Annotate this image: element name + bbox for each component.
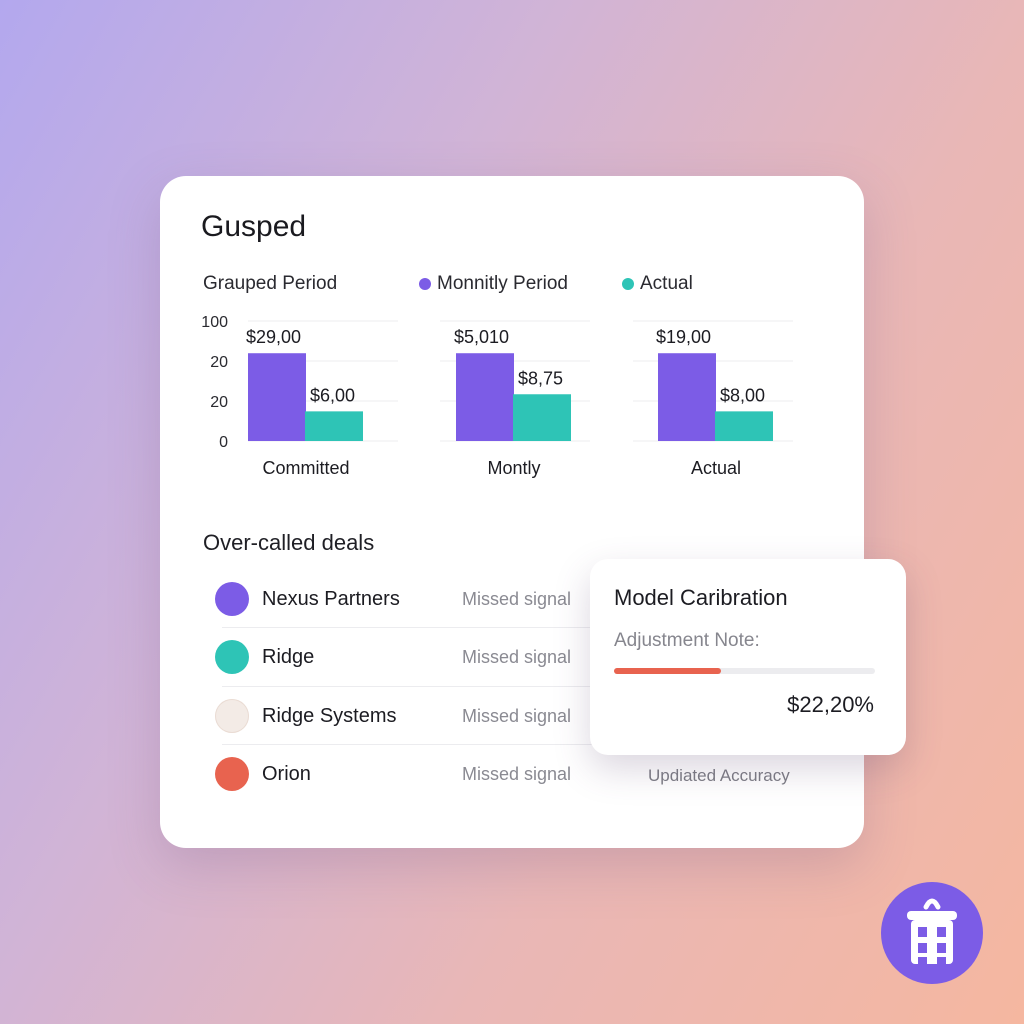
y-tick-label: 100 xyxy=(201,314,228,331)
legend-dot-icon xyxy=(419,278,431,290)
bar[interactable] xyxy=(305,411,363,441)
calibration-value: $22,20% xyxy=(787,692,874,717)
deal-name: Ridge Systems xyxy=(262,704,397,727)
y-tick-label: 0 xyxy=(219,434,228,451)
deal-status: Missed signal xyxy=(462,588,572,609)
bar[interactable] xyxy=(456,353,514,441)
divider xyxy=(222,744,602,745)
page-title: Gusped xyxy=(201,210,307,243)
lantern-icon[interactable] xyxy=(880,881,984,985)
data-label: $8,00 xyxy=(720,385,765,405)
bar[interactable] xyxy=(513,394,571,441)
bar[interactable] xyxy=(658,353,716,441)
legend-label: Monnitly Period xyxy=(437,273,568,294)
category-label: Actual xyxy=(691,458,741,478)
y-tick-label: 20 xyxy=(210,354,228,371)
list-item[interactable]: Orion Missed signal xyxy=(215,745,605,803)
updated-accuracy-label: Updiated Accuracy xyxy=(648,766,790,785)
bar-chart: 100 20 20 0 $29,00 $6,00 Committed $5,010 $8,75 M… xyxy=(201,314,793,478)
list-item[interactable]: Nexus Partners Missed signal xyxy=(215,570,605,628)
progress-track xyxy=(614,668,875,674)
bar[interactable] xyxy=(715,411,773,441)
deal-name: Ridge xyxy=(262,645,315,668)
y-tick-label: 20 xyxy=(210,394,228,411)
legend-label: Grauped Period xyxy=(203,273,338,294)
data-label: $29,00 xyxy=(246,327,301,347)
bar[interactable] xyxy=(248,353,306,441)
avatar xyxy=(215,757,249,791)
deal-status: Missed signal xyxy=(462,763,572,784)
data-label: $6,00 xyxy=(310,385,355,405)
list-item[interactable]: Ridge Systems Missed signal xyxy=(215,687,605,745)
category-label: Montly xyxy=(487,458,540,478)
legend-dot-icon xyxy=(622,278,634,290)
deal-name: Orion xyxy=(262,762,311,785)
dashboard-card: Gusped Grauped Period Monnitly Period Ac… xyxy=(160,176,864,848)
avatar xyxy=(215,699,249,733)
deal-status: Missed signal xyxy=(462,705,572,726)
progress-fill xyxy=(614,668,721,674)
deal-status: Missed signal xyxy=(462,646,572,667)
popup-title: Model Caribration xyxy=(614,585,788,610)
legend-label: Actual xyxy=(640,273,693,294)
data-label: $8,75 xyxy=(518,368,563,388)
data-label: $19,00 xyxy=(656,327,711,347)
divider xyxy=(222,627,602,628)
list-item[interactable]: Ridge Missed signal xyxy=(215,628,605,686)
legend-item-monthly: Monnitly Period xyxy=(419,273,568,295)
model-calibration-popup: Model Caribration Adjustment Note: $22,2… xyxy=(590,559,906,755)
adjustment-note-label: Adjustment Note: xyxy=(614,630,760,651)
avatar xyxy=(215,640,249,674)
section-title: Over-called deals xyxy=(203,530,375,555)
deal-name: Nexus Partners xyxy=(262,587,400,610)
category-label: Committed xyxy=(262,458,349,478)
legend-item-actual: Actual xyxy=(622,273,693,295)
legend-item-grouped: Grauped Period xyxy=(203,273,337,295)
avatar xyxy=(215,582,249,616)
divider xyxy=(222,686,602,687)
data-label: $5,010 xyxy=(454,327,509,347)
